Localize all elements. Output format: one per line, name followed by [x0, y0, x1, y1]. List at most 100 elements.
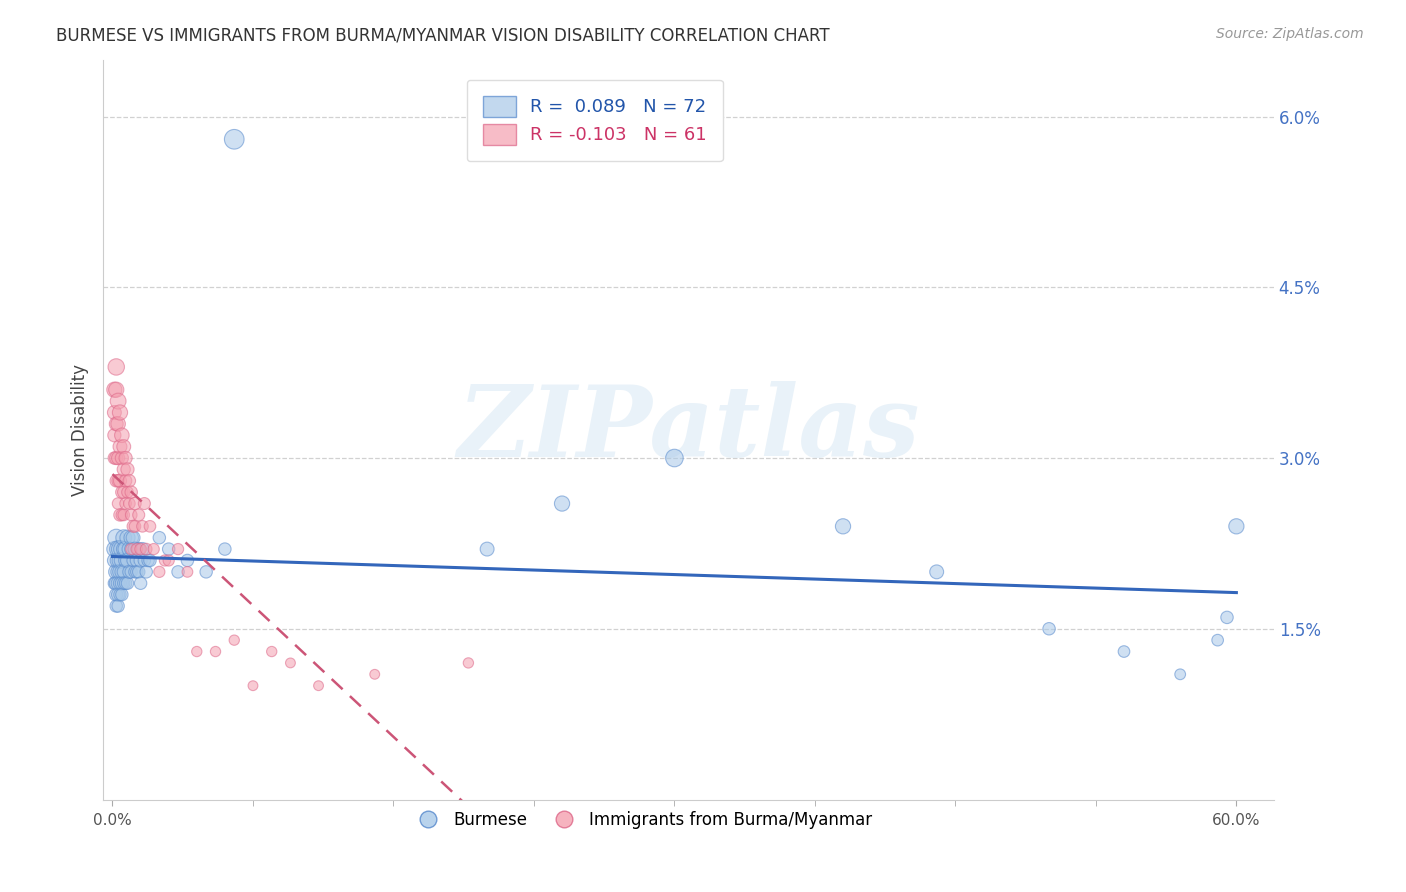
Point	[103, 576, 125, 591]
Point	[125, 542, 148, 557]
Point	[108, 576, 131, 591]
Point	[135, 542, 157, 557]
Point	[108, 405, 131, 419]
Point	[120, 485, 142, 500]
Point	[114, 474, 136, 488]
Point	[308, 679, 330, 693]
Point	[139, 519, 162, 533]
Point	[134, 497, 156, 511]
Point	[157, 553, 180, 567]
Point	[108, 553, 131, 567]
Point	[128, 565, 150, 579]
Point	[214, 542, 236, 557]
Point	[129, 576, 152, 591]
Point	[107, 542, 129, 557]
Point	[195, 565, 218, 579]
Point	[131, 542, 153, 557]
Point	[475, 542, 498, 557]
Point	[111, 542, 134, 557]
Point	[117, 576, 139, 591]
Point	[105, 474, 128, 488]
Point	[551, 497, 574, 511]
Point	[107, 450, 129, 465]
Point	[457, 656, 479, 670]
Point	[107, 474, 129, 488]
Point	[118, 474, 141, 488]
Point	[107, 588, 129, 602]
Text: ZIPatlas: ZIPatlas	[457, 381, 920, 478]
Point	[114, 542, 136, 557]
Point	[107, 565, 129, 579]
Point	[148, 531, 170, 545]
Point	[120, 542, 142, 557]
Point	[186, 644, 208, 658]
Point	[103, 450, 125, 465]
Point	[364, 667, 387, 681]
Point	[124, 565, 146, 579]
Point	[122, 519, 145, 533]
Point	[176, 553, 198, 567]
Point	[112, 565, 135, 579]
Point	[108, 588, 131, 602]
Point	[108, 474, 131, 488]
Point	[105, 417, 128, 431]
Point	[111, 450, 134, 465]
Point	[832, 519, 855, 533]
Point	[224, 132, 246, 146]
Point	[128, 542, 150, 557]
Point	[117, 462, 139, 476]
Point	[114, 450, 136, 465]
Point	[1038, 622, 1060, 636]
Point	[117, 485, 139, 500]
Point	[112, 531, 135, 545]
Point	[108, 440, 131, 454]
Point	[111, 485, 134, 500]
Point	[112, 508, 135, 522]
Point	[124, 542, 146, 557]
Point	[122, 531, 145, 545]
Point	[117, 553, 139, 567]
Point	[111, 588, 134, 602]
Point	[111, 428, 134, 442]
Point	[118, 565, 141, 579]
Point	[107, 599, 129, 613]
Point	[114, 497, 136, 511]
Point	[125, 565, 148, 579]
Point	[111, 508, 134, 522]
Y-axis label: Vision Disability: Vision Disability	[72, 364, 89, 496]
Point	[111, 576, 134, 591]
Point	[112, 485, 135, 500]
Legend: Burmese, Immigrants from Burma/Myanmar: Burmese, Immigrants from Burma/Myanmar	[405, 805, 879, 836]
Point	[108, 508, 131, 522]
Point	[242, 679, 264, 693]
Point	[120, 565, 142, 579]
Point	[1112, 644, 1135, 658]
Point	[107, 553, 129, 567]
Point	[103, 553, 125, 567]
Point	[118, 497, 141, 511]
Point	[1168, 667, 1191, 681]
Point	[664, 450, 686, 465]
Point	[111, 553, 134, 567]
Point	[139, 553, 162, 567]
Point	[129, 542, 152, 557]
Point	[153, 553, 176, 567]
Point	[105, 565, 128, 579]
Point	[111, 565, 134, 579]
Point	[136, 553, 159, 567]
Point	[925, 565, 948, 579]
Point	[124, 519, 146, 533]
Point	[1216, 610, 1239, 624]
Point	[114, 553, 136, 567]
Point	[103, 428, 125, 442]
Point	[108, 565, 131, 579]
Point	[105, 359, 128, 374]
Point	[120, 508, 142, 522]
Point	[105, 576, 128, 591]
Point	[120, 542, 142, 557]
Point	[112, 462, 135, 476]
Point	[103, 383, 125, 397]
Point	[131, 519, 153, 533]
Point	[105, 531, 128, 545]
Point	[112, 542, 135, 557]
